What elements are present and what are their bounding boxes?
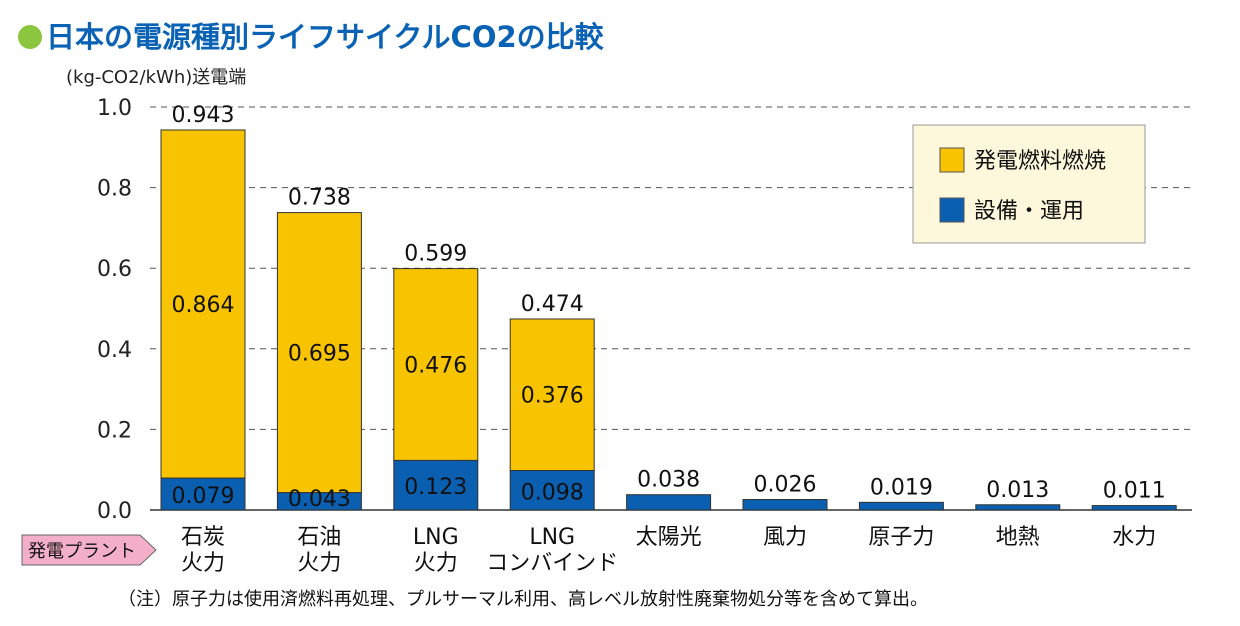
- x-category-label: 水力: [1112, 525, 1156, 550]
- ops-value-label: 0.098: [521, 480, 584, 505]
- total-label: 0.943: [172, 103, 235, 128]
- ops-value-label: 0.043: [288, 487, 351, 512]
- y-tick-label: 0.8: [97, 177, 132, 202]
- y-tick-label: 0.2: [97, 418, 132, 443]
- legend: 発電燃料燃焼 設備・運用: [912, 124, 1146, 244]
- title-bullet-icon: [18, 25, 42, 49]
- x-category-label: 太陽光: [636, 525, 702, 550]
- ops-value-label: 0.123: [404, 475, 467, 500]
- legend-box: [912, 124, 1146, 244]
- bar-ops: [858, 501, 944, 511]
- bar-fuel: [509, 318, 595, 472]
- total-label: 0.038: [637, 468, 700, 493]
- total-label: 0.599: [404, 242, 467, 267]
- x-category-label: 石炭: [181, 525, 225, 550]
- y-tick-label: 0.6: [97, 257, 132, 282]
- bar-ops: [975, 504, 1061, 511]
- legend-label-fuel: 発電燃料燃焼: [974, 149, 1106, 174]
- total-label: 0.738: [288, 186, 351, 211]
- y-axis-label: (kg-CO2/kWh)送電端: [66, 67, 246, 88]
- x-category-label: コンバインド: [486, 551, 618, 576]
- bar-ops: [276, 492, 362, 511]
- x-category-label: 原子力: [868, 525, 934, 550]
- x-axis-tag: 発電プラント: [21, 534, 157, 566]
- legend-swatch-ops: [939, 197, 965, 223]
- chart-title: 日本の電源種別ライフサイクルCO2の比較: [46, 20, 605, 54]
- fuel-value-label: 0.476: [404, 354, 467, 379]
- bar-ops: [393, 459, 479, 511]
- total-label: 0.019: [870, 475, 933, 500]
- y-tick-label: 0.4: [97, 338, 132, 363]
- legend-swatch-fuel: [939, 147, 965, 173]
- fuel-value-label: 0.376: [521, 384, 584, 409]
- bar-ops: [742, 499, 828, 511]
- x-axis-tag-shape: [21, 534, 157, 566]
- legend-label-ops: 設備・運用: [974, 199, 1084, 224]
- bar-fuel: [160, 129, 246, 479]
- bar-fuel: [276, 212, 362, 494]
- ops-value-label: 0.079: [172, 484, 235, 509]
- fuel-value-label: 0.695: [288, 342, 351, 367]
- x-category-label: 石油: [297, 525, 341, 550]
- bar-ops: [160, 477, 246, 511]
- bar-ops: [509, 470, 595, 511]
- total-label: 0.013: [986, 478, 1049, 503]
- bar-ops: [1091, 505, 1177, 511]
- x-category-label: 火力: [181, 551, 225, 576]
- x-category-label: LNG: [413, 525, 459, 550]
- total-label: 0.474: [521, 292, 584, 317]
- bar-ops: [626, 494, 712, 511]
- x-category-label: 火力: [414, 551, 458, 576]
- y-tick-label: 0.0: [97, 499, 132, 524]
- x-category-label: LNG: [529, 525, 575, 550]
- total-label: 0.011: [1103, 479, 1166, 504]
- y-tick-label: 1.0: [97, 96, 132, 121]
- footnote: （注）原子力は使用済燃料再処理、プルサーマル利用、高レベル放射性廃棄物処分等を含…: [118, 589, 928, 610]
- fuel-value-label: 0.864: [172, 293, 235, 318]
- x-category-label: 風力: [763, 525, 807, 550]
- total-label: 0.026: [754, 473, 817, 498]
- x-axis-tag-label: 発電プラント: [28, 541, 136, 562]
- x-category-label: 地熱: [996, 525, 1040, 550]
- x-category-label: 火力: [297, 551, 341, 576]
